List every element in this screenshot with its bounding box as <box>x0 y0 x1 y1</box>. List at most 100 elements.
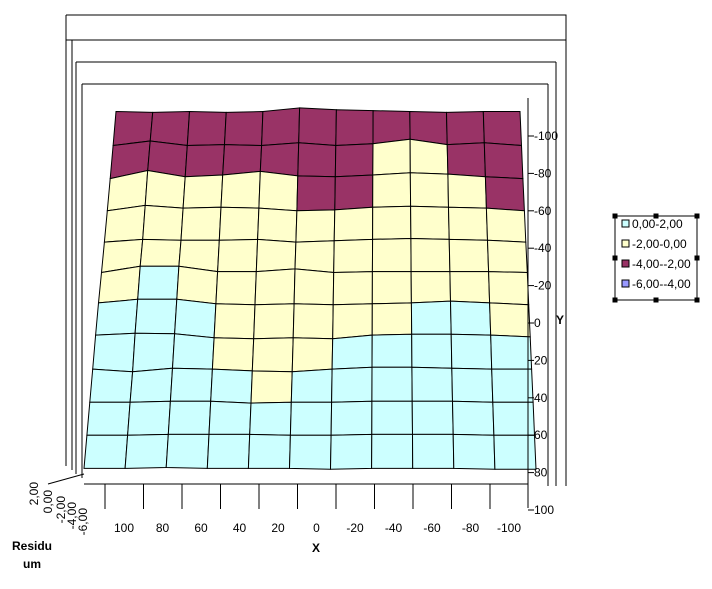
surface-cell <box>182 174 224 209</box>
surface-cell <box>485 207 527 243</box>
legend-label: -6,00--4,00 <box>632 277 691 291</box>
x-tick-label: 80 <box>156 521 170 535</box>
surface-cell <box>411 366 454 402</box>
surface-cell <box>333 238 374 274</box>
selection-handle <box>653 297 659 303</box>
y-tick-label: -80 <box>534 166 552 180</box>
surface-cell <box>411 400 454 435</box>
surface-cell <box>174 298 217 339</box>
surface-cell <box>290 368 333 403</box>
surface-cell <box>129 367 174 403</box>
surface-cell <box>222 144 263 176</box>
y-tick-label: 80 <box>534 466 548 480</box>
surface-cell <box>334 174 374 211</box>
y-tick-label: 0 <box>534 316 541 330</box>
surface-cell <box>247 433 291 469</box>
x-axis-title: X <box>312 541 320 555</box>
surface-cell <box>410 237 451 273</box>
surface-cell <box>180 206 222 241</box>
legend-label: 0,00-2,00 <box>632 217 683 231</box>
legend-label: -2,00-0,00 <box>632 237 687 251</box>
selection-handle <box>694 255 700 261</box>
surface-cell <box>372 138 411 176</box>
surface-cell <box>144 169 186 209</box>
x-tick-label: -80 <box>462 521 480 535</box>
x-tick-label: -100 <box>497 521 521 535</box>
surface-cell <box>86 401 131 436</box>
surface-cell <box>451 367 494 403</box>
surface-cell <box>296 175 336 212</box>
surface-cell <box>257 207 298 243</box>
surface-cell <box>149 110 191 147</box>
legend-label: -4,00--2,00 <box>632 257 691 271</box>
surface-cell <box>124 433 169 469</box>
surface-cell <box>218 206 260 241</box>
surface-cell <box>371 271 412 305</box>
surface-cell <box>92 332 136 373</box>
surface-cell <box>292 303 334 340</box>
surface-cell <box>332 303 373 340</box>
surface-cell <box>254 268 296 306</box>
surface-cell <box>112 110 154 147</box>
selection-handle <box>612 297 618 303</box>
y-tick-label: -60 <box>534 204 552 218</box>
surface-cell <box>251 337 294 373</box>
surface-cell <box>288 434 332 470</box>
x-tick-label: 20 <box>271 521 285 535</box>
surface-cell <box>184 144 226 178</box>
surface-cell <box>371 302 413 336</box>
surface-cell <box>289 401 333 436</box>
surface-cell <box>165 433 210 469</box>
surface-cell <box>445 110 485 146</box>
surface-cell <box>89 368 134 403</box>
z-tick-label: 2,00 <box>27 482 41 506</box>
surface-mesh <box>83 107 537 470</box>
surface-cell <box>371 366 413 402</box>
z-tick-label: -4,00 <box>65 502 79 530</box>
surface-cell <box>171 333 215 370</box>
legend[interactable]: 0,00-2,00 -2,00-0,00 -4,00--2,00 -6,00--4,0… <box>612 213 700 303</box>
surface-cell <box>294 240 335 274</box>
surface-cell <box>95 298 139 336</box>
surface-cell <box>449 271 491 304</box>
surface-cell <box>334 143 374 178</box>
surface-cell <box>103 204 146 243</box>
surface-cell <box>331 366 373 403</box>
surface-cell <box>127 400 171 436</box>
selection-handle <box>694 297 700 303</box>
surface-cell <box>259 142 300 177</box>
surface-cell <box>409 138 449 175</box>
surface-cell <box>210 368 253 404</box>
legend-entries: 0,00-2,00 -2,00-0,00 -4,00--2,00 -6,00--4,0… <box>621 217 691 291</box>
surface-cell <box>410 271 452 304</box>
y-axis-title: Y <box>556 313 564 327</box>
surface-cell <box>298 107 337 147</box>
selection-handle <box>612 213 618 219</box>
surface-cell <box>330 400 373 436</box>
surface-cell <box>332 271 373 306</box>
surface-cell <box>258 170 299 212</box>
x-tick-label: 100 <box>114 521 134 535</box>
surface-cell <box>208 400 252 435</box>
surface-cell <box>176 265 219 305</box>
y-tick-label: -40 <box>534 241 552 255</box>
surface-cell <box>372 205 412 240</box>
z-axis-title: Residu <box>12 539 52 553</box>
axes: 100 80 60 40 20 0 -20 -40 -60 -80 -100 X -100 -80 -60 -… <box>12 98 564 571</box>
x-tick-label: 40 <box>233 521 247 535</box>
surface-cell <box>452 433 496 470</box>
z-tick-label: -2,00 <box>54 496 68 524</box>
surface-cell <box>253 303 295 340</box>
surface-cell <box>186 110 227 147</box>
y-tick-label: 40 <box>534 391 548 405</box>
surface-cell <box>137 265 180 300</box>
surface-cell <box>411 333 453 369</box>
z-axis-title: um <box>23 557 41 571</box>
surface-cell <box>409 172 450 208</box>
surface-cell <box>447 173 487 209</box>
x-tick-label: 0 <box>313 521 320 535</box>
surface-cell <box>371 333 413 368</box>
surface-cell <box>372 172 412 208</box>
surface-cell <box>297 142 337 178</box>
